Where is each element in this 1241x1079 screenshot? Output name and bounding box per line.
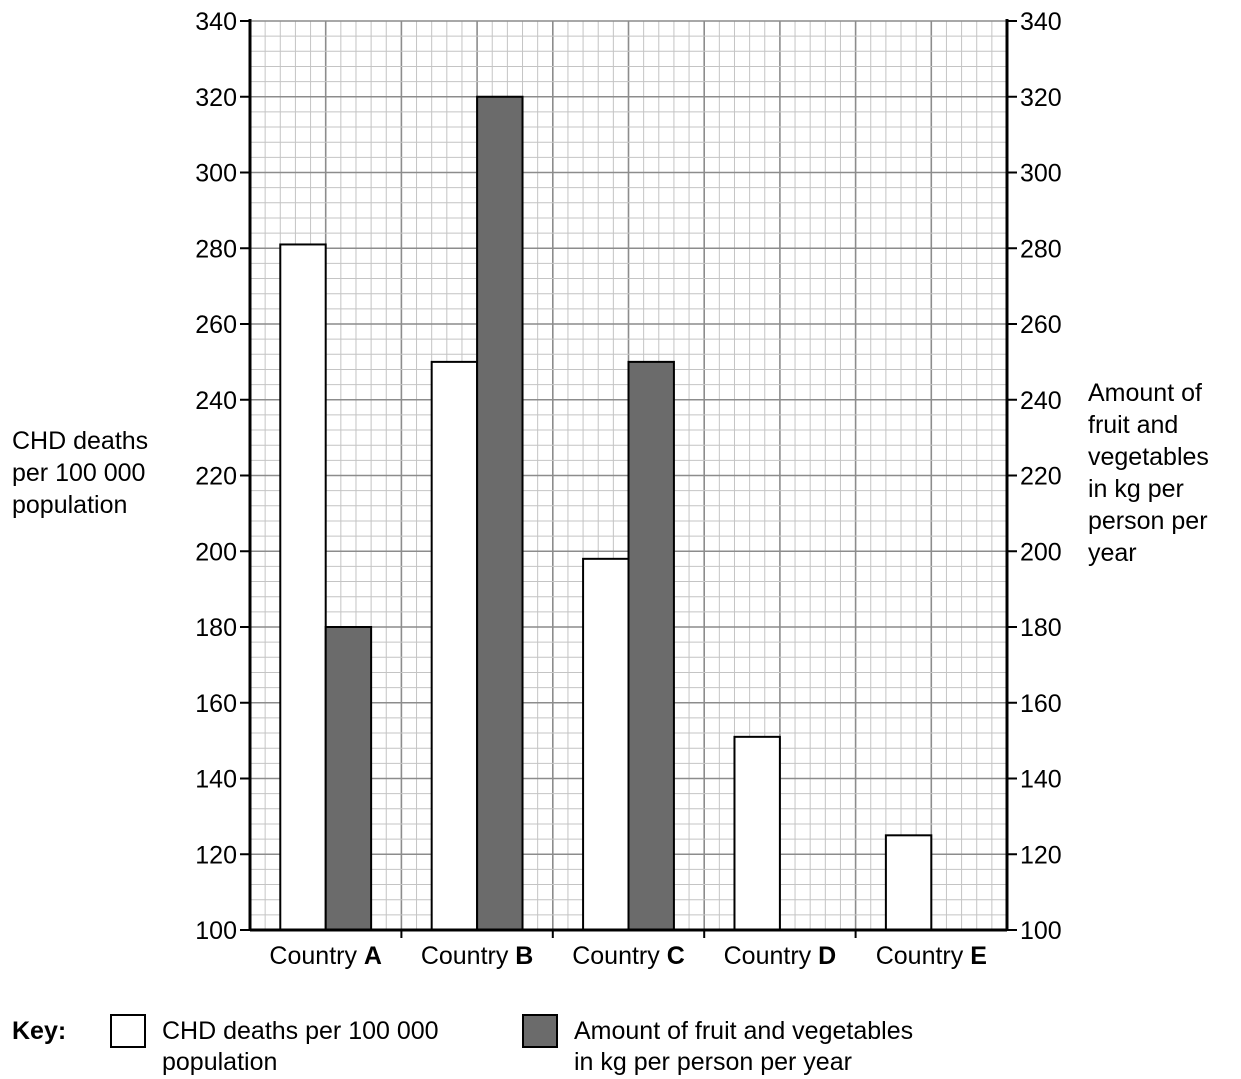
x-tick-label: Country B	[421, 942, 534, 970]
y-axis-label-right-line: year	[1088, 539, 1137, 567]
y-tick-label-left: 320	[195, 84, 237, 112]
x-tick-label: Country C	[572, 942, 685, 970]
bar-fruit-vegetables	[476, 95, 524, 931]
y-axis-label-right-line: vegetables	[1088, 443, 1209, 471]
y-axis-label-right-line: Amount of	[1088, 379, 1202, 407]
y-tick-label-right: 200	[1020, 538, 1062, 566]
y-tick-label-right: 100	[1020, 917, 1062, 945]
bar-fruit-vegetables	[324, 626, 373, 931]
y-tick-label-right: 280	[1020, 235, 1062, 263]
bar-chd-deaths	[430, 360, 479, 931]
y-tick-label-right: 340	[1020, 8, 1062, 36]
legend-label-line: CHD deaths per 100 000	[162, 1017, 439, 1045]
y-tick-label-right: 120	[1020, 841, 1062, 869]
y-tick-label-left: 280	[195, 235, 237, 263]
chart-legend: Key: CHD deaths per 100 000 population A…	[12, 1013, 1232, 1079]
y-tick-label-left: 180	[195, 614, 237, 642]
y-tick-label-left: 300	[195, 160, 237, 188]
y-axis-label-right-line: person per	[1088, 507, 1208, 535]
bar-chd-deaths	[733, 735, 781, 932]
bar-chd-deaths	[279, 243, 327, 931]
legend-label-line: in kg per person per year	[574, 1048, 852, 1076]
x-tick-label: Country D	[724, 942, 837, 970]
y-tick-label-right: 140	[1020, 766, 1062, 794]
y-axis-label-left-line: CHD deaths	[12, 427, 149, 455]
y-tick-label-left: 340	[195, 8, 237, 36]
bar-chd-deaths	[884, 834, 933, 931]
y-axis-label-right: Amount of fruit and vegetables in kg per…	[1088, 377, 1241, 569]
y-tick-label-left: 160	[195, 690, 237, 718]
y-tick-label-right: 320	[1020, 84, 1062, 112]
legend-title: Key:	[12, 1017, 67, 1045]
y-tick-label-right: 240	[1020, 387, 1062, 415]
bar-fruit-vegetables	[627, 360, 675, 931]
y-tick-label-left: 120	[195, 841, 237, 869]
y-tick-label-right: 180	[1020, 614, 1062, 642]
y-tick-label-right: 160	[1020, 690, 1062, 718]
y-axis-label-left-line: population	[12, 491, 128, 519]
y-axis-label-left: CHD deaths per 100 000 population	[12, 425, 182, 521]
y-tick-label-left: 220	[195, 463, 237, 491]
x-tick-label: Country E	[876, 942, 987, 970]
y-tick-label-right: 220	[1020, 463, 1062, 491]
y-axis-label-left-line: per 100 000	[12, 459, 146, 487]
legend-swatch-chd-deaths	[110, 1014, 146, 1048]
chart-axes: Country A Country B Country C Country D Coun…	[195, 8, 1061, 970]
legend-label-fruit-vegetables: Amount of fruit and vegetables in kg per…	[574, 1016, 1034, 1078]
y-tick-label-left: 260	[195, 311, 237, 339]
y-tick-label-left: 240	[195, 387, 237, 415]
legend-label-line: Amount of fruit and vegetables	[574, 1017, 914, 1045]
bar-chd-deaths	[582, 557, 630, 931]
y-tick-label-left: 100	[195, 917, 237, 945]
legend-label-line: population	[162, 1048, 278, 1076]
y-tick-label-right: 260	[1020, 311, 1062, 339]
y-axis-label-right-line: in kg per	[1088, 475, 1184, 503]
y-tick-label-right: 300	[1020, 160, 1062, 188]
legend-swatch-fruit-vegetables	[522, 1014, 558, 1048]
y-tick-label-left: 140	[195, 766, 237, 794]
y-tick-label-left: 200	[195, 538, 237, 566]
legend-label-chd-deaths: CHD deaths per 100 000 population	[162, 1016, 522, 1078]
chart-bars	[279, 95, 933, 932]
x-tick-label: Country A	[269, 942, 382, 970]
bar-chart: Country A Country B Country C Country D Coun…	[195, 8, 1061, 970]
y-axis-label-right-line: fruit and	[1088, 411, 1179, 439]
